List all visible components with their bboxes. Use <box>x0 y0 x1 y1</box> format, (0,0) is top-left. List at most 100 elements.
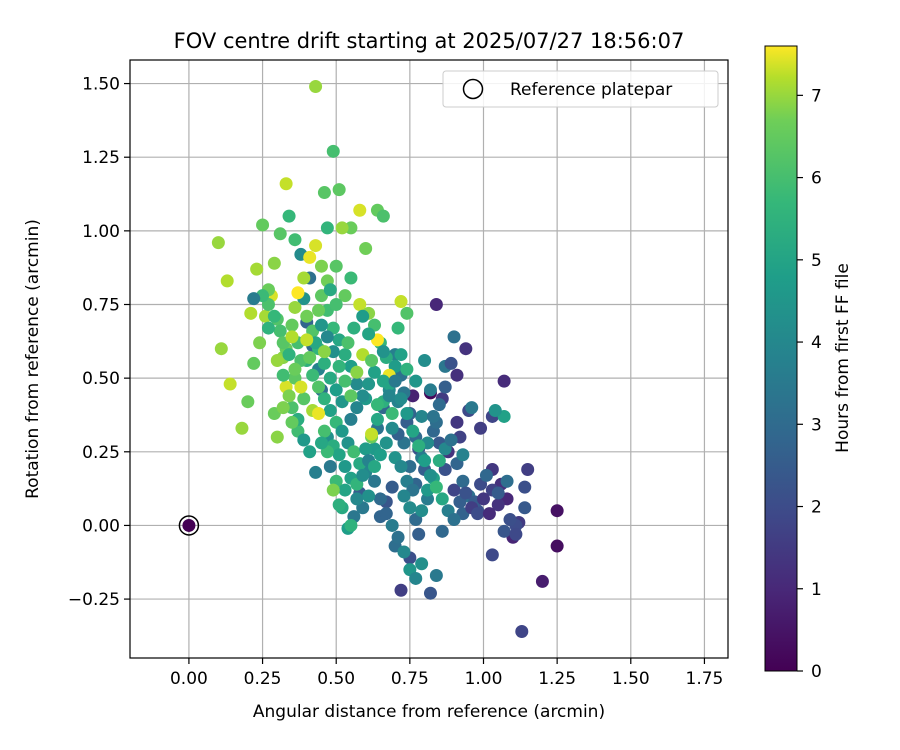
data-point <box>373 448 387 462</box>
data-point <box>409 374 423 388</box>
colorbar-tick-label: 6 <box>811 169 822 189</box>
colorbar-ticks: 0 1 2 3 4 5 6 7 <box>797 86 822 682</box>
data-point <box>362 377 376 391</box>
data-point <box>412 439 426 453</box>
data-point <box>450 415 464 429</box>
data-point <box>350 401 364 415</box>
data-point <box>356 468 370 482</box>
data-point <box>276 368 290 382</box>
data-point <box>306 368 320 382</box>
data-point <box>273 227 287 241</box>
data-point <box>518 501 532 515</box>
legend: Reference platepar <box>442 70 719 108</box>
plot-frame <box>129 59 729 659</box>
data-point <box>247 356 261 370</box>
data-point <box>220 274 234 288</box>
colorbar-tick-label: 3 <box>811 415 822 435</box>
y-tick-label: 0.00 <box>82 516 120 536</box>
data-point <box>338 289 352 303</box>
data-point <box>312 406 326 420</box>
data-point <box>312 380 326 394</box>
colorbar: 0 1 2 3 4 5 6 7 Hours from first FF file <box>764 45 853 682</box>
data-point <box>341 336 355 350</box>
data-point <box>391 321 405 335</box>
data-point <box>273 324 287 338</box>
data-point <box>435 492 449 506</box>
data-point <box>403 501 417 515</box>
reference-ring <box>178 515 200 536</box>
data-point <box>365 353 379 367</box>
data-point <box>423 383 437 397</box>
data-point <box>317 186 331 200</box>
data-point <box>518 480 532 494</box>
data-point <box>444 433 458 447</box>
data-point <box>359 442 373 456</box>
data-point <box>285 330 299 344</box>
x-tick-label: 0.25 <box>244 669 282 689</box>
data-point <box>314 436 328 450</box>
data-point <box>491 486 505 500</box>
data-point <box>344 389 358 403</box>
data-point <box>418 353 432 367</box>
data-point <box>500 474 514 488</box>
data-point <box>444 356 458 370</box>
data-point <box>338 460 352 474</box>
data-point <box>370 412 384 426</box>
data-point <box>397 545 411 559</box>
data-point <box>338 374 352 388</box>
data-point <box>241 395 255 409</box>
data-point <box>267 256 281 270</box>
data-point <box>459 342 473 356</box>
data-point <box>317 345 331 359</box>
data-point <box>497 374 511 388</box>
data-point <box>317 356 331 370</box>
data-point <box>329 259 343 273</box>
data-point <box>300 333 314 347</box>
data-point <box>347 321 361 335</box>
data-point <box>376 374 390 388</box>
data-point <box>332 359 346 373</box>
x-axis-label: Angular distance from reference (arcmin) <box>253 702 605 722</box>
data-point <box>521 462 535 476</box>
data-point <box>332 448 346 462</box>
data-point <box>415 504 429 518</box>
data-point <box>497 524 511 538</box>
reference-point <box>182 518 196 532</box>
x-tick-label: 0.00 <box>170 669 208 689</box>
data-point <box>285 318 299 332</box>
data-point <box>429 480 443 494</box>
data-point <box>297 271 311 285</box>
data-point <box>391 530 405 544</box>
data-point <box>344 518 358 532</box>
data-point <box>350 377 364 391</box>
data-point <box>373 492 387 506</box>
data-point <box>323 371 337 385</box>
data-point <box>379 436 393 450</box>
data-point <box>382 389 396 403</box>
data-point <box>303 250 317 264</box>
y-tick-label: 0.75 <box>82 296 120 316</box>
data-point <box>362 489 376 503</box>
data-point <box>415 557 429 571</box>
data-point <box>335 221 349 235</box>
data-point <box>250 262 264 276</box>
data-point <box>317 392 331 406</box>
data-point <box>456 448 470 462</box>
data-point <box>385 518 399 532</box>
data-point <box>471 507 485 521</box>
data-point <box>426 409 440 423</box>
data-point <box>365 427 379 441</box>
data-point <box>418 454 432 468</box>
data-point <box>353 203 367 217</box>
data-point <box>329 298 343 312</box>
data-point <box>270 353 284 367</box>
data-point <box>303 351 317 365</box>
data-points <box>211 80 564 638</box>
data-point <box>350 365 364 379</box>
data-point <box>394 583 408 597</box>
data-point <box>282 348 296 362</box>
data-point <box>429 298 443 312</box>
data-point <box>394 295 408 309</box>
y-axis-label: Rotation from reference (arcmin) <box>23 219 43 499</box>
